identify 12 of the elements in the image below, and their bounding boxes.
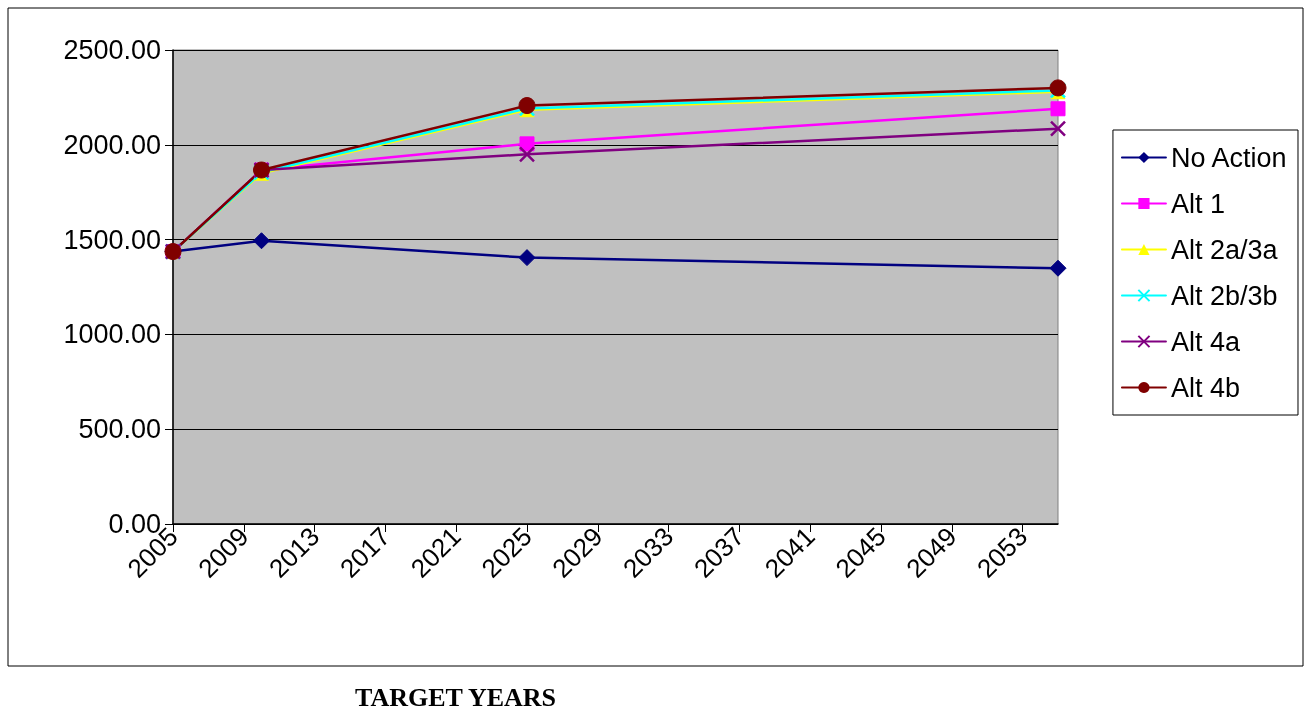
y-tick-label: 500.00 bbox=[78, 414, 161, 445]
y-tick-label: 1500.00 bbox=[63, 224, 161, 255]
y-tick-label: 2500.00 bbox=[63, 35, 161, 65]
legend-label: Alt 4b bbox=[1170, 372, 1240, 403]
legend-label: Alt 2a/3a bbox=[1170, 234, 1279, 265]
y-tick-label: 1000.00 bbox=[63, 319, 161, 350]
legend-label: Alt 2b/3b bbox=[1170, 280, 1278, 311]
legend-label: Alt 4a bbox=[1170, 326, 1241, 357]
legend-label: No Action bbox=[1170, 142, 1287, 173]
x-axis-title: TARGET YEARS bbox=[354, 682, 557, 712]
legend-label: Alt 1 bbox=[1170, 188, 1225, 219]
y-tick-label: 2000.00 bbox=[63, 129, 161, 160]
